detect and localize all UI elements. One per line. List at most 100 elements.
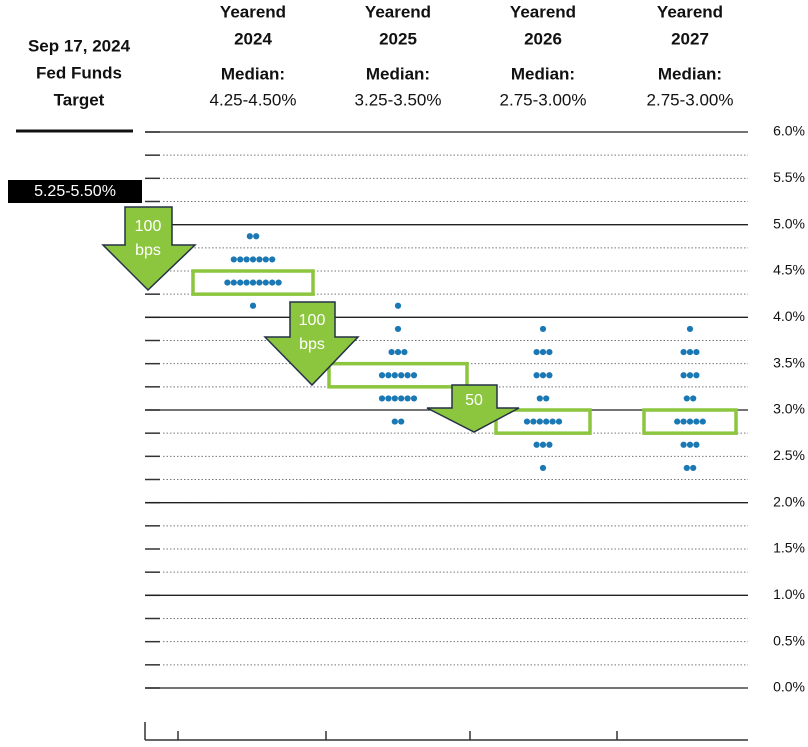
dot [674,418,681,425]
median-label: Median: [511,64,575,83]
dot [394,325,402,333]
dot [546,372,553,379]
y-tick-label: 5.5% [773,169,805,185]
median-box [642,408,738,435]
dot [269,256,276,263]
current-target-box [8,180,142,203]
dot [690,464,697,472]
dot [683,395,690,402]
column-year: 2026 [524,29,562,48]
dot [243,279,250,286]
dot [404,372,411,379]
dot [378,395,386,402]
dot [388,348,395,356]
dot [385,372,392,379]
dot [249,302,257,309]
x-axis [144,722,748,741]
arrow [263,301,360,387]
column-header: Yearend [220,2,286,21]
dot [246,233,253,240]
dot [256,256,263,263]
y-tick-label: 0.5% [773,632,805,648]
dot [690,395,697,402]
dot [391,418,398,425]
dot [398,395,405,402]
column-header: Yearend [657,2,723,21]
y-tick-label: 3.5% [773,354,805,370]
dot [410,372,418,379]
arrow [426,384,520,433]
dot [539,441,547,448]
dot [683,464,690,472]
dot [555,418,563,425]
dot [549,418,556,425]
arrow-label: 100 [135,218,162,235]
side-title: Target [54,90,105,109]
dot [249,279,257,286]
dot [410,395,418,402]
dot [686,372,694,379]
column-year: 2024 [234,29,272,48]
arrows [101,206,520,433]
dot [533,348,540,356]
dot [237,279,244,286]
dot [539,325,547,333]
dot [262,279,269,286]
dot [543,395,550,402]
y-tick-label: 3.0% [773,401,805,417]
dot [269,279,276,286]
dot [686,441,694,448]
dot [693,348,700,356]
y-tick-label: 5.0% [773,215,805,231]
median-label: Median: [221,64,285,83]
dot [249,256,257,263]
dot [686,348,694,356]
dot [224,279,231,286]
dot [385,395,392,402]
dot [693,418,700,425]
y-tick-label: 6.0% [773,123,805,139]
median-value: 3.25-3.50% [355,90,442,109]
arrow [101,206,197,292]
dot [401,348,408,356]
dot [256,279,263,286]
dot [536,418,543,425]
arrow-label: 50 [465,392,483,409]
dot [546,348,553,356]
current-target: 5.25-5.50% [34,183,116,200]
y-tick-label: 0.0% [773,679,805,695]
dot [693,372,700,379]
dot [680,418,687,425]
dot [523,418,531,425]
dot [539,348,547,356]
median-box [327,361,469,389]
dot [243,256,250,263]
dot [533,372,540,379]
y-tick-label: 4.5% [773,262,805,278]
dot [530,418,537,425]
y-tick-label: 1.5% [773,540,805,556]
median-box [494,408,592,435]
dot [686,325,694,333]
median-value: 2.75-3.00% [647,90,734,109]
dot [230,256,237,263]
dot [391,372,398,379]
column-year: 2025 [379,29,417,48]
dot [539,464,547,472]
dot [680,441,687,448]
dot [237,256,244,263]
dot [539,372,547,379]
median-value: 2.75-3.00% [500,90,587,109]
arrow-label: bps [135,242,161,259]
dot [680,348,687,356]
dot [275,279,282,286]
median-label: Median: [658,64,722,83]
median-box [191,269,315,296]
dot [543,418,550,425]
dot [693,441,700,448]
median-label: Median: [366,64,430,83]
dot [546,441,553,448]
dot [680,372,687,379]
y-tick-label: 2.0% [773,493,805,509]
